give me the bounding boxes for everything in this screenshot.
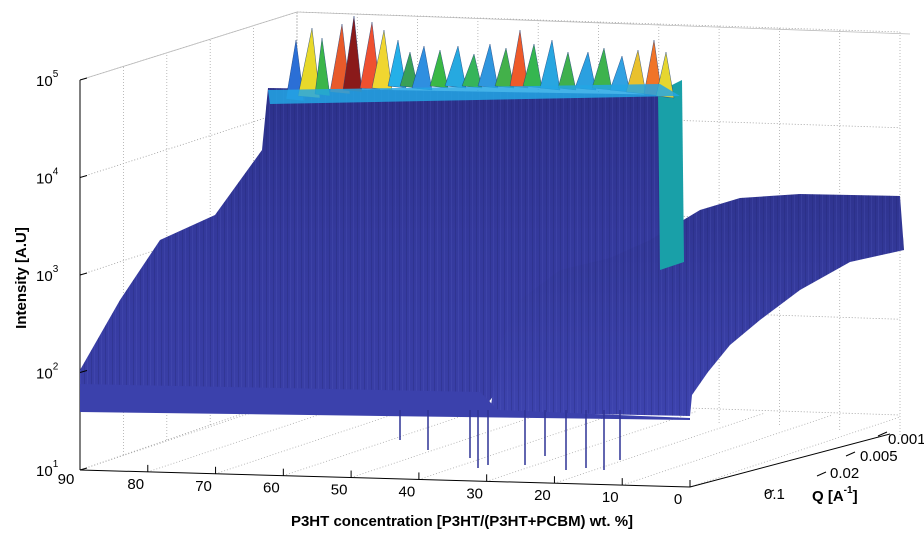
grid-line-z-left bbox=[79, 107, 298, 178]
x-tick-label: 0 bbox=[674, 491, 682, 508]
z-tick-base: 10 bbox=[36, 73, 53, 90]
grid-line-floor bbox=[689, 416, 901, 488]
y-axis-line bbox=[689, 433, 891, 488]
y-tick-label: 0.02 bbox=[830, 465, 859, 482]
x-tick-labels: 90 80 70 60 50 40 30 20 10 0 bbox=[58, 463, 691, 508]
surface-peak bbox=[591, 47, 613, 91]
x-tick-label: 50 bbox=[331, 482, 348, 499]
grid-line-floor bbox=[554, 412, 765, 484]
surface-peak bbox=[399, 51, 419, 89]
z-tick-mark bbox=[79, 467, 88, 471]
y-tick-mark bbox=[877, 431, 888, 437]
z-tick-label: 104 bbox=[36, 167, 59, 188]
z-tick-base: 10 bbox=[36, 268, 53, 285]
z-tick-mark bbox=[79, 370, 88, 373]
z-tick-exponent: 2 bbox=[53, 362, 59, 373]
surface-peak bbox=[557, 51, 577, 91]
surface-top-shelf bbox=[268, 84, 680, 104]
x-tick-label: 60 bbox=[263, 480, 280, 497]
y-tick-mark bbox=[816, 471, 827, 477]
x-tick-label: 70 bbox=[195, 478, 212, 495]
surface-peak bbox=[387, 39, 407, 89]
z-tick-label: 101 bbox=[36, 459, 59, 480]
surface-peak bbox=[539, 39, 561, 91]
z-tick-base: 10 bbox=[36, 366, 53, 383]
surface-peak bbox=[477, 43, 499, 89]
grid-line-z-left bbox=[79, 394, 298, 471]
z-tick-mark bbox=[79, 175, 88, 178]
z-axis-label: Intensity [A.U] bbox=[13, 227, 30, 329]
y-tick-mark bbox=[764, 489, 775, 495]
top-frame-line bbox=[79, 11, 298, 81]
y-axis-label-close: ] bbox=[853, 488, 858, 505]
x-tick-label: 40 bbox=[399, 483, 416, 500]
surface-peak bbox=[314, 37, 331, 97]
top-frame-line-back bbox=[296, 11, 911, 35]
z-tick-mark bbox=[79, 77, 88, 81]
grid-line-floor bbox=[350, 407, 562, 478]
z-tick-mark bbox=[79, 272, 88, 276]
z-tick-label: 102 bbox=[36, 362, 59, 383]
z-tick-exponent: 1 bbox=[53, 459, 59, 470]
surface-right-streaks bbox=[490, 194, 904, 416]
grid-line-floor bbox=[215, 403, 426, 475]
surface-teal-slice bbox=[658, 80, 684, 270]
grid-line-floor bbox=[283, 405, 494, 477]
surface-peak bbox=[342, 15, 363, 93]
surface-peak bbox=[522, 43, 543, 89]
z-tick-label: 103 bbox=[36, 264, 59, 285]
z-tick-exponent: 4 bbox=[53, 167, 59, 178]
grid-line-floor bbox=[79, 399, 291, 471]
x-tick-label: 90 bbox=[58, 471, 75, 488]
z-tick-label: 105 bbox=[36, 69, 59, 90]
x-axis-label: P3HT concentration [P3HT/(P3HT+PCBM) wt.… bbox=[291, 513, 633, 530]
surface-peak bbox=[429, 49, 449, 89]
y-axis-label: Q [A-1] bbox=[812, 485, 858, 505]
surface-peak bbox=[444, 45, 467, 89]
surface-front-face bbox=[80, 384, 690, 420]
y-axis-label-exponent: -1 bbox=[844, 485, 853, 496]
x-axis-line bbox=[79, 469, 691, 488]
grid-line-floor bbox=[418, 409, 630, 480]
z-tick-exponent: 5 bbox=[53, 69, 59, 80]
z-tick-exponent: 3 bbox=[53, 264, 59, 275]
grid-line-floor bbox=[147, 401, 358, 473]
grid-line-floor bbox=[622, 414, 833, 486]
y-axis-label-main: Q [A bbox=[812, 488, 844, 505]
y-tick-label: 0.001 bbox=[888, 431, 924, 448]
surface-peak bbox=[574, 51, 597, 91]
grid-line-floor bbox=[486, 410, 697, 482]
x-tick-label: 30 bbox=[466, 485, 483, 502]
z-tick-base: 10 bbox=[36, 171, 53, 188]
x-tick-label: 20 bbox=[534, 487, 551, 504]
surface-peak bbox=[411, 45, 433, 91]
x-tick-label: 10 bbox=[602, 489, 619, 506]
surface-plot bbox=[80, 15, 904, 470]
x-tick-label: 80 bbox=[127, 476, 144, 493]
z-tick-base: 10 bbox=[36, 463, 53, 480]
y-tick-label: 0.005 bbox=[860, 448, 898, 465]
y-tick-mark bbox=[845, 451, 856, 457]
y-tick-label: 0.1 bbox=[764, 486, 785, 503]
